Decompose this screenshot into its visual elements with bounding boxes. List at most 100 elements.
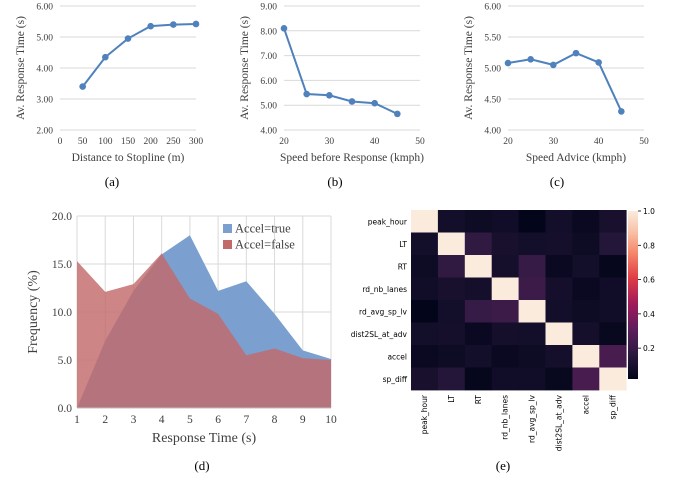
data-point [326,91,333,99]
x-tick-label: 150 [121,137,136,147]
column-label: peak_hour [420,394,429,434]
heatmap-cell [518,367,546,391]
heatmap-cell [572,300,600,323]
heatmap-cell [545,367,573,391]
data-point [147,22,154,30]
x-tick-label: 2 [102,414,108,426]
x-tick-label: 50 [415,137,425,147]
heatmap-cell [518,345,546,368]
x-axis-label: Response Time (s) [152,431,257,446]
y-tick-label: 8.00 [260,27,277,37]
heatmap-cell [545,300,573,323]
x-tick-label: 6 [215,414,221,426]
heatmap-cell [572,367,600,391]
y-tick-label: 4.00 [260,127,277,137]
heatmap-cell [491,210,519,233]
y-tick-label: 4.00 [484,127,501,137]
data-point [79,83,86,90]
x-tick-label: 1 [74,414,80,426]
heatmap-cell [437,277,466,301]
data-point [504,59,512,67]
x-tick-label: 100 [98,137,113,147]
y-tick-label: 3.00 [36,96,53,106]
chart-c: 4.00 4.50 5.00 5.50 6.00 20 30 40 50 Speed Advice… [463,3,649,165]
data-point [348,98,356,105]
heatmap-cell [599,300,627,323]
y-tick-label: 6.00 [260,77,277,87]
y-tick-label: 5.50 [484,34,501,44]
x-tick-label: 40 [594,137,604,147]
heatmap-cell [599,367,627,391]
y-tick-label: 5.0 [58,355,73,367]
x-tick-label: 40 [370,137,380,147]
heatmap-cell [518,210,546,233]
heatmap-cell [491,322,519,346]
heatmap-cell [411,322,439,346]
x-tick-label: 50 [639,137,649,147]
heatmap-cell [464,210,493,233]
y-tick-label: 4.50 [484,96,501,106]
legend-label: Accel=false [235,238,295,252]
row-label: RT [398,262,408,271]
heatmap-cell [464,345,493,368]
heatmap-cell [518,322,546,346]
heatmap-cell [411,367,439,391]
heatmap-cell [572,277,600,301]
data-point [371,99,378,107]
colorbar-tick-label: 0.2 [643,344,655,353]
x-tick-label: 20 [279,137,289,147]
heatmap-cell [572,345,600,368]
data-point [550,61,557,69]
heatmap-cell [545,255,573,278]
chart-b: 4.00 5.00 6.00 7.00 8.00 9.00 20 30 40 50 Speed be… [239,3,425,165]
x-tick-label: 7 [243,414,249,426]
legend-swatch [223,240,232,249]
colorbar-tick-label: 0.4 [643,310,655,319]
x-tick-label: 3 [131,414,137,426]
data-point [170,21,177,28]
heatmap-cell [599,345,627,368]
heatmap-cell [464,300,493,323]
heatmap-cell [518,255,546,278]
heatmap-cell [411,210,439,233]
y-axis-label: Av. Response Time (s) [463,16,475,120]
heatmap-cell [464,232,493,256]
heatmap-cell [545,277,573,301]
y-tick-label: 5.00 [260,102,277,112]
heatmap-cell [572,255,600,278]
column-label: accel [581,395,590,415]
heatmap-cell [464,322,493,346]
heatmap-cell [518,300,546,323]
data-point [572,49,580,57]
row-label: dist2SL_at_adv [351,330,408,339]
heatmap-cell [464,255,493,278]
heatmap-cell [411,300,439,323]
heatmap-cell [411,345,439,368]
panel-label-a: (a) [105,174,119,189]
panel-label-b: (b) [327,174,342,189]
y-tick-label: 15.0 [52,259,72,271]
x-tick-label: 0 [58,137,63,147]
heatmap-cell [599,232,627,256]
y-axis-label: Av. Response Time (s) [239,16,251,120]
chart-d: 0.0 5.0 10.0 15.0 20.0 1 2 3 4 5 6 7 8 9 10 Response Ti… [26,211,337,446]
heatmap-cell [411,232,439,256]
y-tick-label: 0.0 [58,403,73,415]
x-tick-label: 250 [166,137,181,147]
heatmap-cell [491,367,519,391]
column-label: rd_nb_lanes [501,395,510,440]
y-axis-label: Frequency (%) [26,270,41,354]
heatmap-cell [545,210,573,233]
x-tick-label: 50 [78,137,88,147]
heatmap-cell [437,322,466,346]
heatmap-cell [491,277,519,301]
x-tick-label: 4 [159,414,165,426]
heatmap-cell [437,300,466,323]
series-line [283,27,398,115]
x-tick-label: 8 [272,414,278,426]
heatmap-cell [464,367,493,391]
y-tick-label: 7.00 [260,52,277,62]
x-tick-label: 10 [325,414,337,426]
x-tick-label: 20 [503,137,513,147]
